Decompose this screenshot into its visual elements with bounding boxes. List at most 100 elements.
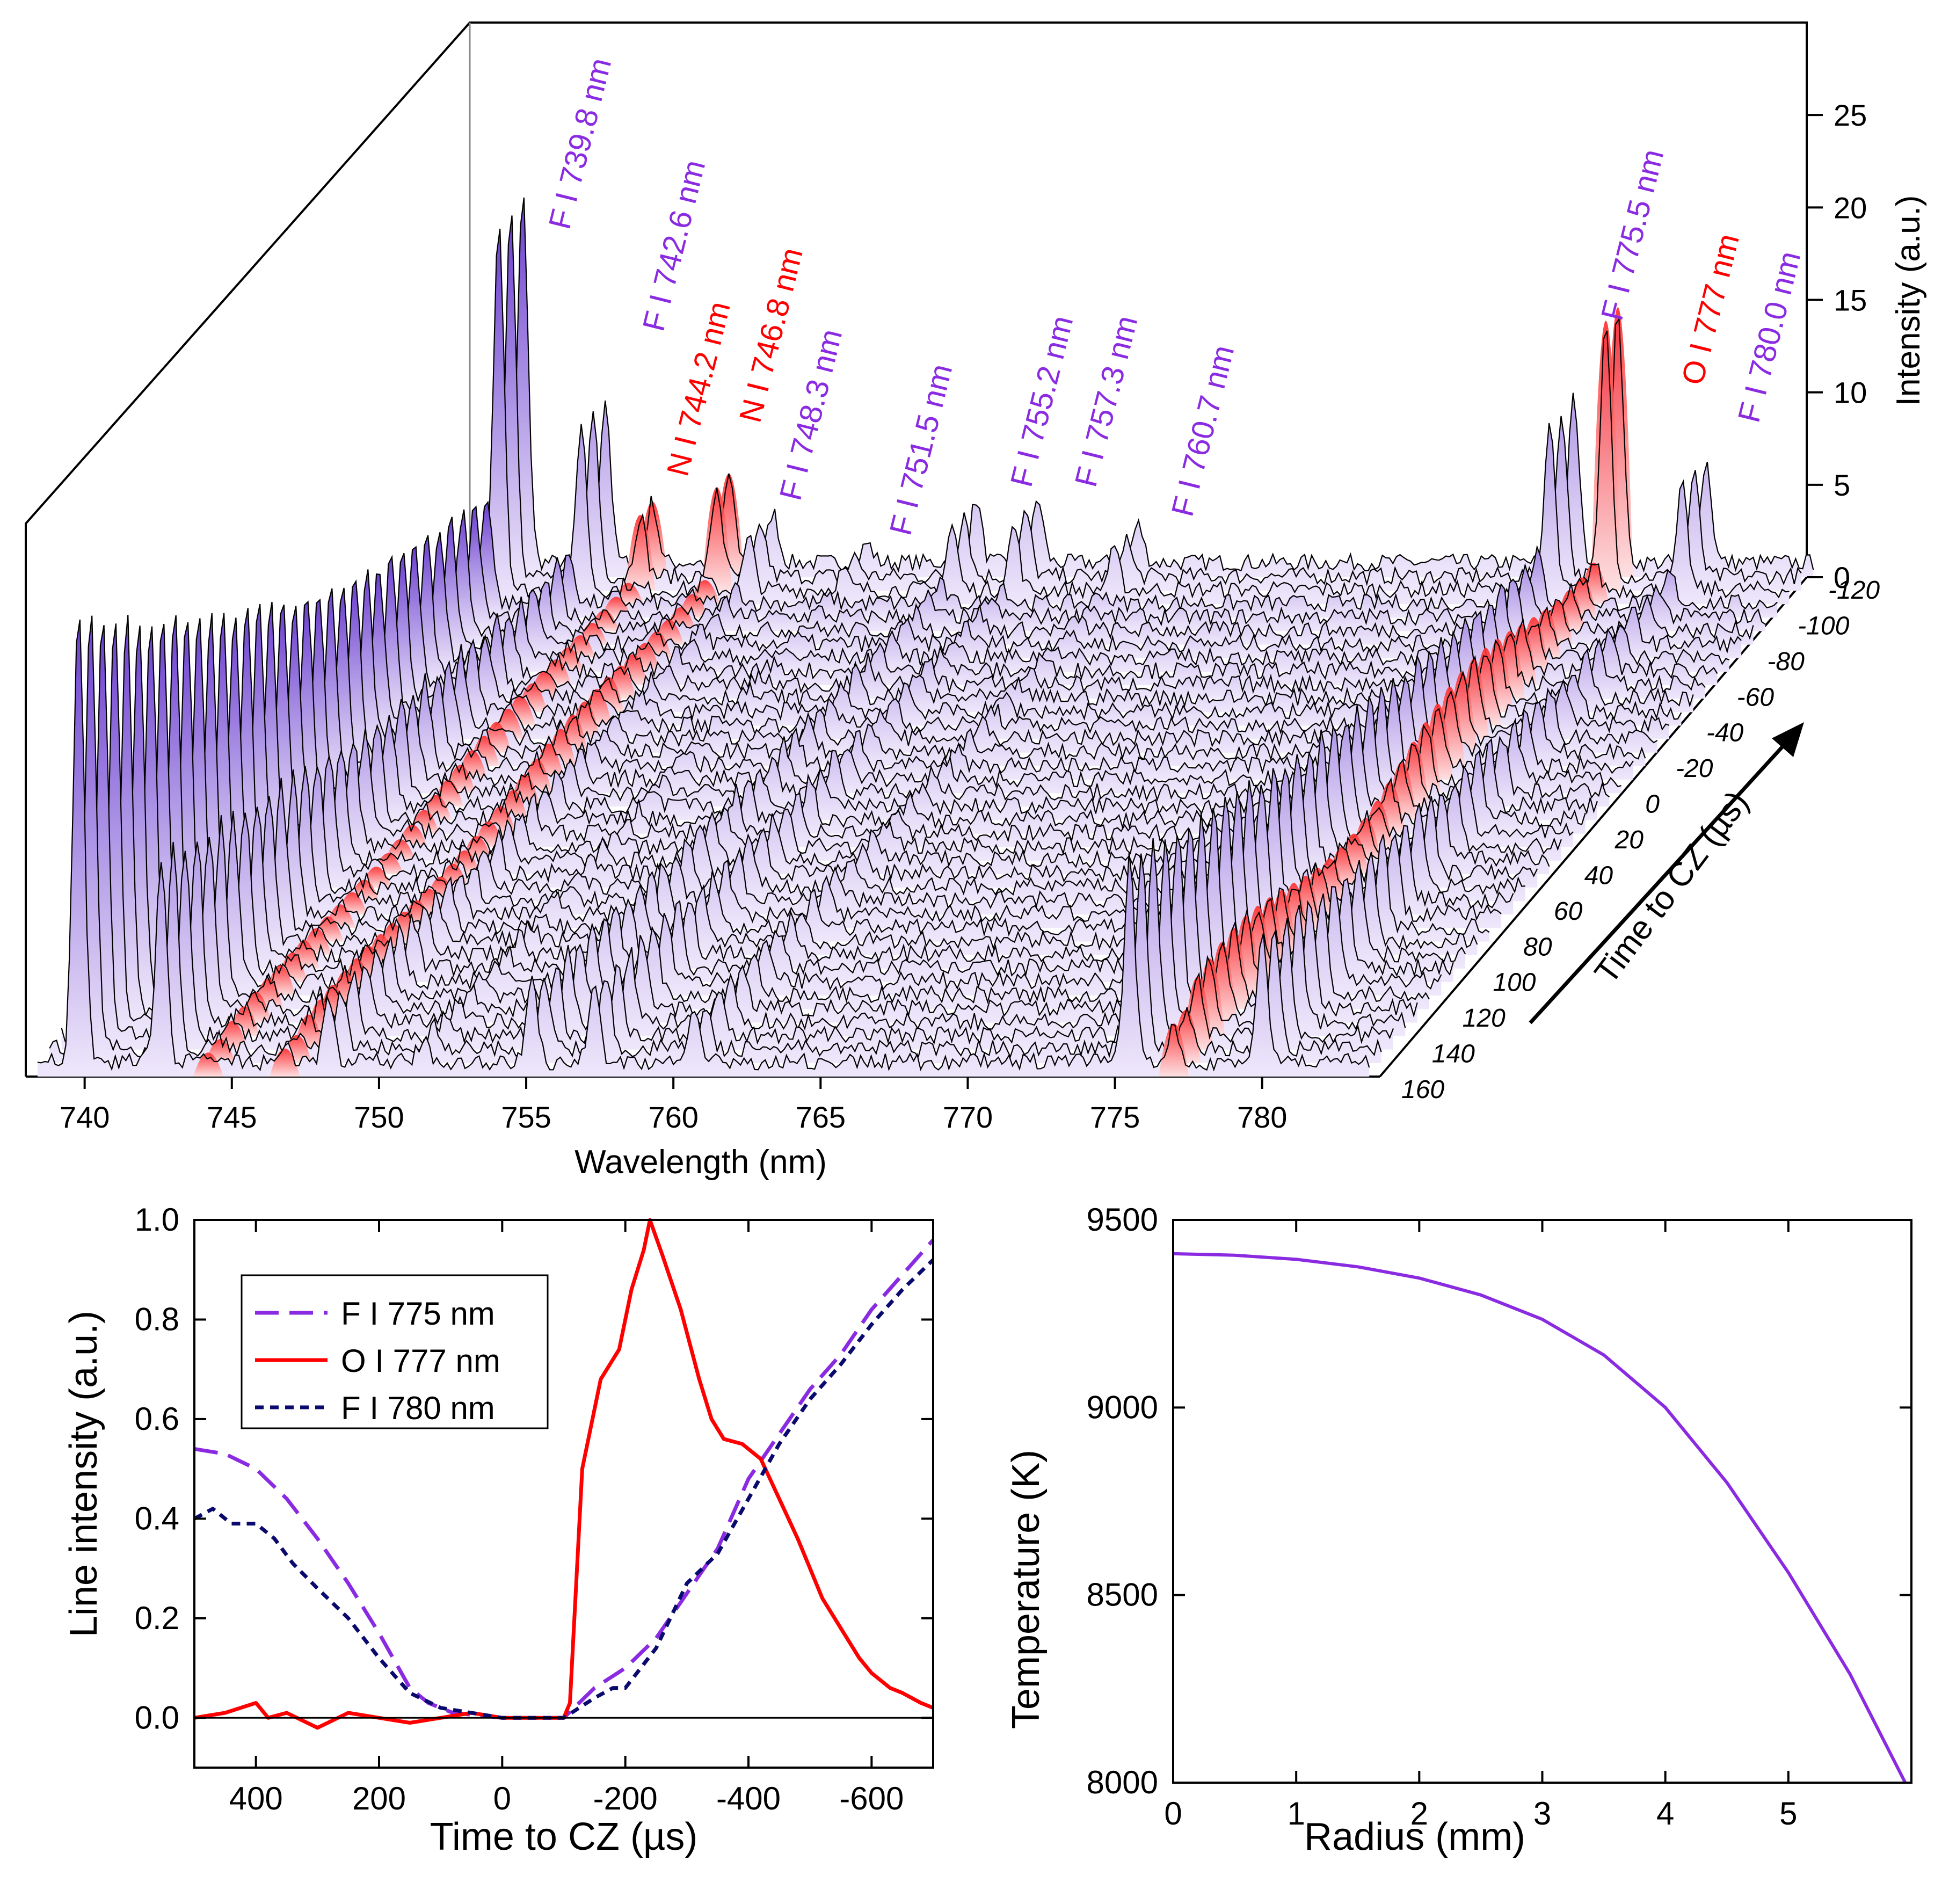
x-tick-label: -600: [839, 1781, 904, 1816]
time-tick-label: 40: [1584, 861, 1613, 890]
spectrum-trace-fill: [193, 617, 1525, 902]
x-tick-label: 775: [1090, 1100, 1140, 1134]
x-tick-label: 200: [352, 1781, 406, 1816]
y-tick-label: 8000: [1087, 1764, 1158, 1800]
z-tick-label: 0: [1834, 561, 1850, 594]
line-intensity-axes: 400 200 0 -200 -400 -600 0.0 0.2 0.4 0.6 0.8 1.0: [135, 1202, 934, 1816]
y-tick-label: 0.2: [135, 1600, 179, 1636]
time-tick-label: -120: [1828, 576, 1880, 605]
waterfall-chart: 740 745 750 755 760 765 770 775 780 Wavelength (…: [25, 21, 1927, 1181]
spectrum-trace-fill: [73, 623, 1406, 1036]
spectrum-trace-fill: [373, 547, 1706, 699]
spectrum-trace-fill: [217, 604, 1550, 874]
spectrum-trace-fill: [265, 601, 1597, 820]
z-tick-label: 10: [1834, 376, 1867, 410]
spectrum-trace-line: [469, 215, 1802, 586]
spectrum-trace-fill: [469, 215, 1801, 591]
x-tick-label: 0: [1164, 1796, 1182, 1832]
x-tick-label: 755: [501, 1100, 551, 1134]
spectrum-trace-line: [457, 228, 1790, 600]
red-line-fill: [702, 487, 732, 591]
line-intensity-y-label: Line intensity (a.u.): [62, 1311, 105, 1637]
spectrum-trace-fill: [481, 197, 1814, 577]
red-line-fill: [193, 1052, 223, 1077]
spectrum-trace-fill: [37, 619, 1370, 1077]
line-label-o-777: O I 777 nm: [1675, 230, 1746, 388]
x-tick-label: 760: [648, 1100, 698, 1134]
line-label-f-760-7: F I 760.7 nm: [1165, 341, 1241, 520]
spectrum-trace-fill: [241, 605, 1574, 847]
red-line-fill: [1590, 321, 1621, 591]
x-tick-label: 0: [493, 1781, 511, 1816]
waterfall-z-label: Intensity (a.u.): [1890, 195, 1927, 406]
waterfall-x-axis: 740 745 750 755 760 765 770 775 780: [60, 1077, 1287, 1134]
spectrum-trace-fill: [457, 229, 1790, 605]
z-tick-label: 15: [1834, 284, 1867, 317]
spectrum-trace-line: [37, 619, 1370, 1072]
temperature-y-label: Temperature (K): [1005, 1450, 1048, 1729]
spectrum-trace-line: [49, 615, 1382, 1058]
line-label-f-775-5: F I 775.5 nm: [1595, 146, 1671, 324]
line-label-f-755-2: F I 755.2 nm: [1004, 312, 1080, 490]
line-label-f-780: F I 780.0 nm: [1732, 248, 1808, 426]
x-tick-label: 5: [1779, 1796, 1797, 1832]
time-tick-label: 20: [1615, 826, 1644, 854]
line-label-f-757-3: F I 757.3 nm: [1068, 312, 1145, 490]
spectrum-trace-fill: [229, 602, 1561, 861]
line-intensity-legend: F I 775 nm O I 777 nm F I 780 nm: [241, 1274, 549, 1429]
series-o-i-777-nm: [194, 1218, 934, 1730]
time-tick-label: -20: [1676, 754, 1713, 783]
spectrum-trace-fill: [169, 613, 1502, 928]
time-tick-label: 100: [1493, 969, 1536, 997]
temperature-x-label: Radius (mm): [1304, 1815, 1525, 1858]
line-label-f-751-5: F I 751.5 nm: [883, 360, 959, 539]
time-tick-label: -40: [1706, 719, 1744, 747]
spectrum-trace-fill: [325, 569, 1657, 753]
x-tick-label: 750: [354, 1100, 404, 1134]
time-tick-label: -100: [1798, 612, 1849, 640]
line-intensity-series: [193, 1218, 935, 1730]
spectrum-trace-fill: [289, 588, 1621, 794]
spectrum-trace-fill: [350, 557, 1682, 726]
waterfall-intensity-axis: 0 5 10 15 20 25: [1807, 98, 1867, 594]
spectrum-trace-fill: [133, 615, 1466, 969]
x-tick-label: 400: [229, 1781, 283, 1816]
spectrum-trace-fill: [110, 626, 1442, 996]
time-tick-label: 160: [1401, 1075, 1444, 1104]
series-temperature: [1173, 1252, 1907, 1784]
plot-frame: [193, 1219, 934, 1769]
temperature-series: [1173, 1252, 1907, 1784]
spectrum-trace-fill: [181, 613, 1514, 915]
spectrum-trace-fill: [146, 622, 1478, 955]
x-tick-label: 765: [796, 1100, 846, 1134]
time-tick-label: 80: [1523, 933, 1552, 961]
legend-label: O I 777 nm: [341, 1343, 500, 1379]
x-tick-label: 1: [1287, 1796, 1305, 1832]
series-f-i-780-nm: [193, 1258, 935, 1720]
x-tick-label: 3: [1533, 1796, 1551, 1832]
time-tick-label: 140: [1432, 1040, 1475, 1069]
time-tick-label: 120: [1463, 1004, 1506, 1033]
temperature-axes: 0 1 2 3 4 5 8000 8500 9000 9500: [1087, 1202, 1912, 1832]
y-tick-label: 9000: [1087, 1389, 1158, 1425]
temperature-chart: 0 1 2 3 4 5 8000 8500 9000 9500 Radius (mm) Tempe…: [1005, 1202, 1912, 1858]
time-tick-label: 60: [1554, 897, 1583, 926]
x-tick-label: 740: [60, 1100, 110, 1134]
red-line-fill: [1159, 1023, 1189, 1077]
legend-label: F I 775 nm: [341, 1296, 495, 1332]
y-tick-label: 0.8: [135, 1301, 179, 1337]
x-tick-label: 2: [1410, 1796, 1428, 1832]
spectrum-trace-fill: [205, 608, 1538, 888]
spectrum-trace-line: [265, 600, 1598, 816]
spectrum-trace-fill: [49, 615, 1381, 1063]
y-tick-label: 9500: [1087, 1202, 1158, 1238]
waterfall-x-label: Wavelength (nm): [574, 1144, 827, 1181]
z-tick-label: 25: [1834, 98, 1867, 132]
time-tick-label: -60: [1737, 683, 1775, 711]
line-intensity-x-label: Time to CZ (µs): [430, 1815, 698, 1858]
spectrum-trace-fill: [85, 615, 1417, 1023]
x-tick-label: 780: [1237, 1100, 1287, 1134]
spectrum-trace-fill: [121, 624, 1453, 983]
